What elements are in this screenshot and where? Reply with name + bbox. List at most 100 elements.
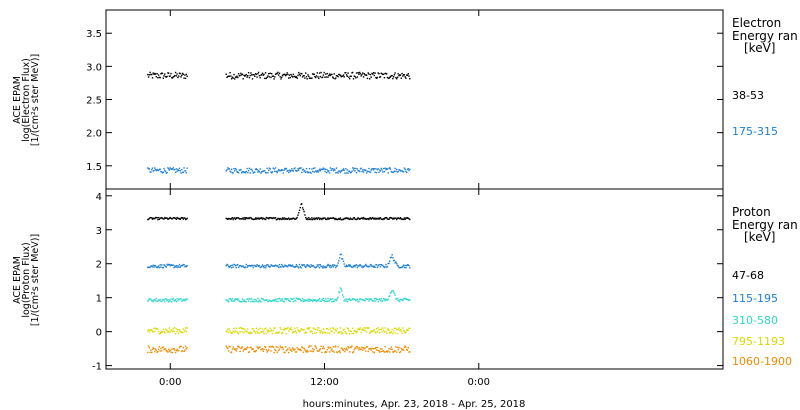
data-point (255, 73, 257, 76)
data-point (361, 170, 363, 173)
y-tick-label: 3.0 (86, 62, 102, 73)
data-point (318, 350, 320, 352)
data-point (237, 299, 239, 302)
data-point (384, 327, 386, 329)
data-point (372, 329, 375, 332)
data-point (352, 298, 355, 300)
data-point (382, 266, 385, 268)
data-point (228, 218, 230, 220)
data-point (311, 299, 313, 302)
proton-legend-310-580: 310-580 (732, 314, 778, 327)
data-point (357, 328, 359, 330)
data-point (245, 170, 247, 173)
data-point (346, 327, 348, 329)
data-point (395, 346, 397, 348)
proton-legend-title-2: Energy ran (732, 218, 798, 232)
data-point (326, 265, 328, 267)
data-point (349, 330, 352, 332)
data-point (381, 331, 383, 333)
data-point (331, 168, 333, 170)
data-point (234, 348, 237, 350)
data-point (247, 75, 249, 77)
data-point (376, 168, 379, 171)
data-point (391, 348, 393, 350)
data-point (245, 217, 247, 219)
data-point (334, 328, 336, 330)
data-point (184, 349, 186, 351)
data-point (392, 351, 395, 353)
data-point (352, 167, 354, 169)
data-point (295, 330, 297, 332)
proton-ylabel-line3: [1/(cm²s ster MeV)] (30, 234, 41, 326)
data-point (156, 266, 158, 269)
data-point (149, 351, 151, 354)
data-point (149, 71, 151, 74)
data-point (301, 264, 304, 267)
data-point (382, 218, 384, 221)
data-point (399, 298, 402, 301)
data-point (256, 217, 258, 219)
data-point (401, 72, 403, 75)
data-point (334, 299, 336, 301)
data-point (386, 265, 389, 268)
data-point (171, 298, 174, 301)
data-point (172, 167, 174, 169)
data-point (182, 218, 184, 220)
data-point (166, 171, 168, 174)
data-point (332, 170, 335, 172)
data-point (293, 168, 295, 170)
data-point (291, 347, 294, 349)
data-point (181, 217, 184, 219)
data-point (406, 168, 409, 171)
data-point (406, 171, 408, 174)
data-point (172, 328, 174, 330)
data-point (249, 298, 251, 300)
data-point (309, 350, 311, 352)
data-point (325, 328, 328, 330)
data-point (167, 298, 169, 301)
data-point (332, 346, 335, 348)
data-point (319, 75, 321, 78)
data-point (372, 351, 374, 353)
data-point (272, 167, 274, 169)
data-point (252, 328, 254, 330)
data-point (176, 170, 178, 172)
data-point (287, 265, 289, 267)
data-point (151, 265, 153, 268)
data-point (322, 167, 325, 169)
data-point (344, 330, 346, 333)
data-point (268, 349, 270, 351)
data-point (298, 330, 300, 332)
data-point (265, 349, 267, 351)
data-point (406, 298, 408, 301)
data-point (288, 300, 291, 302)
data-point (298, 349, 301, 351)
data-point (151, 77, 154, 79)
data-point (321, 76, 323, 79)
electron-panel: 1.52.02.53.03.5 ACE EPAM log(Electron Fl… (12, 9, 798, 190)
data-point (373, 328, 375, 331)
data-point (403, 330, 406, 333)
data-point (407, 168, 409, 170)
data-point (239, 264, 241, 267)
data-point (168, 72, 170, 74)
data-point (322, 332, 324, 334)
data-point (345, 172, 348, 174)
data-point (352, 218, 354, 221)
data-point (344, 350, 346, 353)
data-point (396, 262, 398, 265)
data-point (394, 350, 396, 352)
data-point (379, 76, 381, 78)
data-point (178, 75, 180, 77)
data-point (345, 168, 347, 170)
data-point (291, 168, 293, 170)
proton-legend-795-1193: 795-1193 (732, 335, 785, 348)
data-point (361, 217, 363, 219)
data-point (157, 169, 160, 172)
data-point (175, 265, 178, 267)
data-point (182, 328, 184, 330)
data-point (227, 331, 230, 333)
data-point (320, 71, 322, 74)
data-point (409, 168, 411, 170)
data-point (395, 77, 397, 79)
